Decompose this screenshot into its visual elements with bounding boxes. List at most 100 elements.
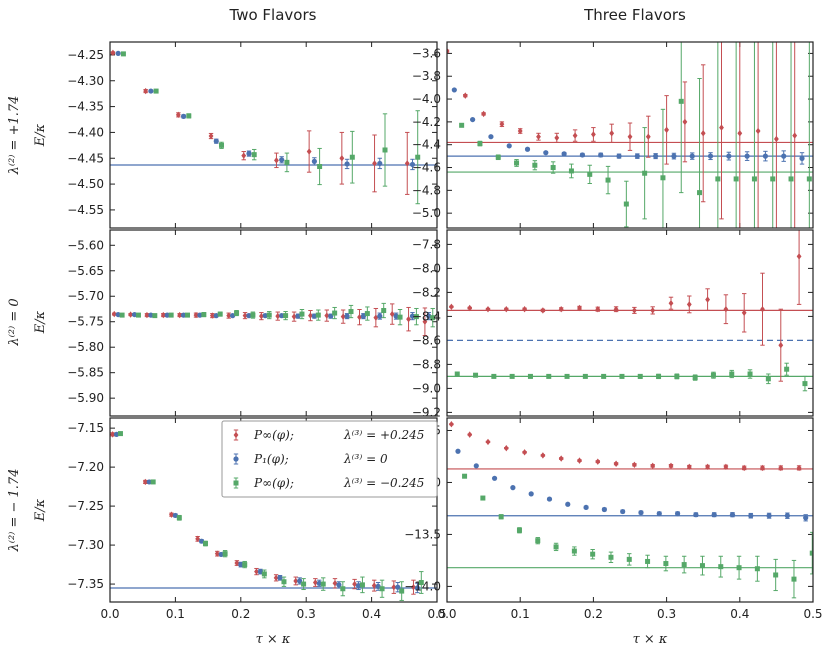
y-tick-label: −9.0 xyxy=(412,381,441,395)
series-blue xyxy=(115,50,416,171)
y-tick-label: −5.85 xyxy=(67,366,104,380)
data-point xyxy=(241,152,247,159)
data-point xyxy=(462,473,468,479)
data-point xyxy=(372,160,377,167)
y-tick-label: −4.55 xyxy=(67,203,104,217)
data-point xyxy=(175,111,181,119)
data-point xyxy=(146,479,152,485)
data-point xyxy=(115,311,121,318)
data-point xyxy=(532,162,538,168)
data-point xyxy=(609,130,615,137)
series-green xyxy=(459,42,812,228)
data-point xyxy=(143,87,149,95)
data-point xyxy=(360,313,367,319)
data-point xyxy=(195,535,201,543)
data-point xyxy=(729,371,735,377)
y-tick-label: −5.80 xyxy=(67,340,104,354)
data-point xyxy=(217,311,223,317)
data-point xyxy=(536,133,541,140)
series-green xyxy=(120,51,421,205)
data-point xyxy=(598,152,604,158)
data-point xyxy=(736,565,742,571)
data-point xyxy=(238,561,244,568)
data-point xyxy=(222,551,228,557)
data-point xyxy=(348,309,354,315)
data-point xyxy=(226,312,232,319)
data-point xyxy=(535,538,541,544)
row-label-zero: λ⁽²⁾ = 0 xyxy=(7,298,22,346)
data-point xyxy=(729,512,736,518)
data-point xyxy=(595,458,601,465)
data-point xyxy=(391,583,397,591)
column-title-two-flavors: Two Flavors xyxy=(229,6,317,24)
y-tick-label: −4.35 xyxy=(67,100,104,114)
data-point xyxy=(784,366,790,372)
panel-frame xyxy=(109,417,438,603)
data-point xyxy=(180,312,187,318)
data-point xyxy=(663,561,669,567)
data-point xyxy=(710,372,716,378)
data-point xyxy=(168,312,174,318)
data-point xyxy=(219,142,225,148)
x-tick-label: 0.0 xyxy=(100,607,119,621)
y-axis-label-top: E/κ xyxy=(33,123,48,147)
data-point xyxy=(111,310,117,318)
data-point xyxy=(422,318,428,325)
data-point xyxy=(543,150,549,156)
data-point xyxy=(770,176,776,182)
data-point xyxy=(379,586,385,592)
data-point xyxy=(705,296,710,303)
data-point xyxy=(324,312,330,319)
data-point xyxy=(409,313,416,319)
y-tick-label: −5.0 xyxy=(412,206,441,220)
data-point xyxy=(448,421,454,428)
data-point xyxy=(193,311,199,319)
data-point xyxy=(308,312,313,319)
x-tick-label: 0.1 xyxy=(511,607,530,621)
data-point xyxy=(806,176,812,182)
data-point xyxy=(674,373,680,379)
data-point xyxy=(664,126,669,134)
data-point xyxy=(218,551,224,558)
data-point xyxy=(528,491,534,497)
y-axis-label-mid: E/κ xyxy=(33,310,48,334)
data-point xyxy=(262,313,268,319)
data-point xyxy=(591,131,596,138)
data-point xyxy=(259,312,264,320)
data-point xyxy=(430,315,436,321)
data-point xyxy=(332,580,338,587)
data-point xyxy=(404,160,410,167)
data-point xyxy=(172,512,178,519)
data-point xyxy=(577,457,582,464)
y-tick-label: −7.25 xyxy=(67,499,104,513)
data-point xyxy=(650,462,656,470)
data-point xyxy=(406,315,411,323)
data-point xyxy=(616,153,622,159)
data-point xyxy=(214,550,220,557)
row-label-plus: λ⁽²⁾ = +1.74 xyxy=(7,96,22,176)
data-point xyxy=(148,88,154,94)
data-point xyxy=(344,313,350,319)
y-tick-label: −13.5 xyxy=(404,527,441,541)
data-point xyxy=(723,463,729,471)
data-point xyxy=(470,116,476,123)
y-axis-label-bottom: E/κ xyxy=(33,498,48,522)
y-tick-label: −8.2 xyxy=(412,285,441,299)
data-point xyxy=(377,313,383,319)
data-point xyxy=(723,306,729,313)
data-point xyxy=(522,449,527,456)
data-point xyxy=(246,313,252,319)
data-point xyxy=(499,120,505,128)
data-point xyxy=(754,566,760,572)
data-point xyxy=(579,152,586,158)
data-point xyxy=(213,138,219,144)
data-point xyxy=(656,511,662,517)
data-point xyxy=(668,462,674,470)
y-tick-label: −7.35 xyxy=(67,577,104,591)
x-tick-label: 0.2 xyxy=(231,607,250,621)
data-point xyxy=(498,514,504,520)
column-title-three-flavors: Three Flavors xyxy=(583,6,686,24)
y-tick-label: −4.2 xyxy=(412,115,441,129)
panel-frame xyxy=(109,229,438,417)
data-point xyxy=(631,307,637,314)
